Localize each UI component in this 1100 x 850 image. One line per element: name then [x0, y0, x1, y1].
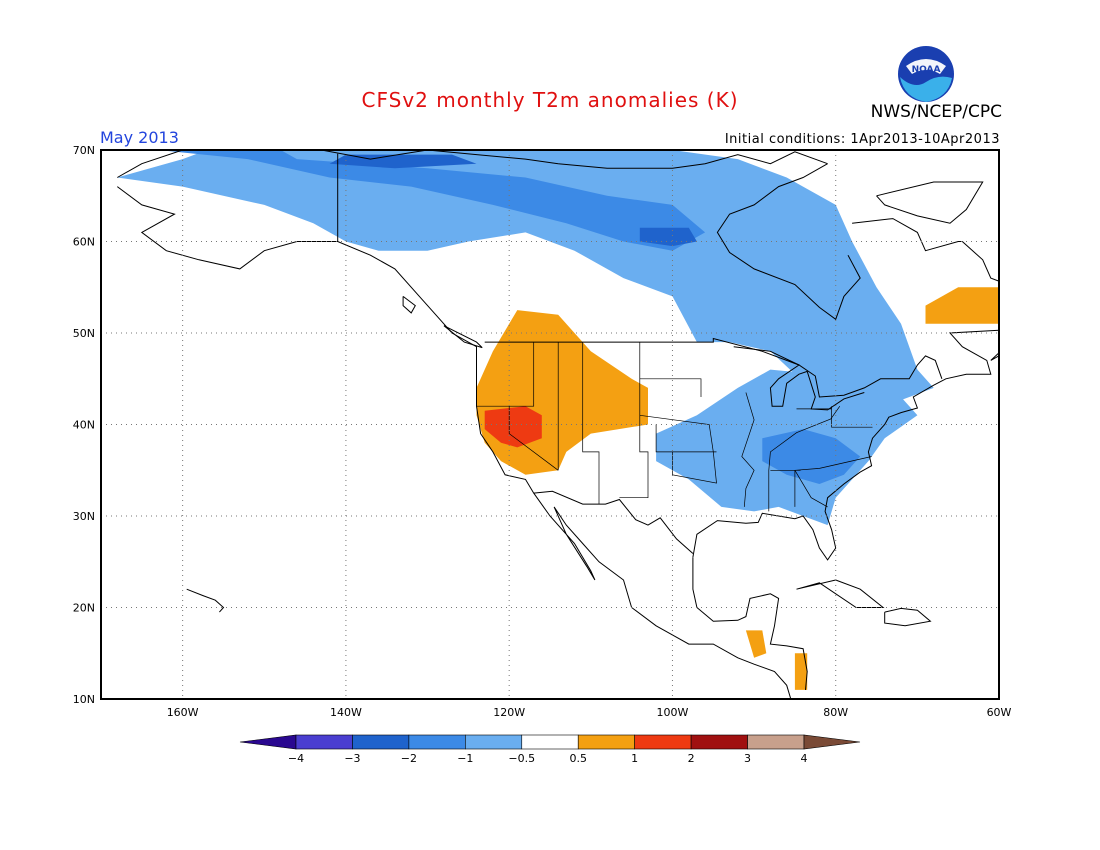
lon-tick-label: 80W	[823, 706, 848, 719]
logo-text: NOAA	[912, 65, 941, 75]
colorbar-label: 1	[631, 752, 638, 765]
colorbar-label: −3	[344, 752, 360, 765]
lat-tick-label: 10N	[73, 693, 95, 706]
map-title: CFSv2 monthly T2m anomalies (K)	[361, 88, 739, 112]
lat-tick-label: 60N	[73, 236, 95, 249]
colorbar-label: −4	[288, 752, 304, 765]
anomaly-region-great-basin-hot	[484, 406, 542, 448]
noaa-logo: NOAA	[898, 46, 954, 102]
colorbar-bin	[239, 734, 297, 750]
axis-ticks: 70N 60N 50N 40N 30N 20N 10N 160W 140W 120W 100W 80W…	[73, 144, 1012, 719]
colorbar-bin	[747, 734, 805, 750]
lat-tick-label: 50N	[73, 327, 95, 340]
colorbar-label: 4	[801, 752, 808, 765]
lon-tick-label: 140W	[330, 706, 362, 719]
lon-tick-label: 160W	[167, 706, 199, 719]
colorbar-label: −1	[457, 752, 473, 765]
lat-tick-label: 70N	[73, 144, 95, 157]
map-frame	[100, 149, 1000, 700]
anomaly-region-hudson-bay-cold-core	[639, 227, 697, 247]
colorbar: −4 −3 −2 −1 −0.5 0.5 1 2 3 4	[239, 734, 861, 765]
lon-tick-label: 100W	[657, 706, 689, 719]
colorbar-label: 2	[688, 752, 695, 765]
colorbar-bin	[295, 734, 353, 750]
colorbar-label: −0.5	[508, 752, 535, 765]
coastline	[117, 150, 999, 699]
colorbar-bin	[634, 734, 692, 750]
lon-tick-label: 60W	[987, 706, 1012, 719]
anomaly-region-nicaragua-warm	[794, 653, 808, 690]
colorbar-bin	[465, 734, 523, 750]
lat-tick-label: 40N	[73, 419, 95, 432]
lat-tick-label: 30N	[73, 510, 95, 523]
colorbar-label: 0.5	[569, 752, 587, 765]
lat-tick-label: 20N	[73, 602, 95, 615]
colorbar-label: 3	[744, 752, 751, 765]
colorbar-bin	[408, 734, 466, 750]
colorbar-bin	[352, 734, 410, 750]
anomaly-region-western-us-warm	[476, 310, 648, 475]
lon-tick-label: 120W	[493, 706, 525, 719]
forecast-period: May 2013	[100, 128, 179, 147]
colorbar-bin	[577, 734, 635, 750]
colorbar-bin	[803, 734, 861, 750]
colorbar-label: −2	[401, 752, 417, 765]
colorbar-bin	[690, 734, 748, 750]
colorbar-bin	[521, 734, 579, 750]
anomaly-region-labrador-warm	[925, 287, 999, 324]
anomaly-region-central-america-warm	[745, 630, 767, 658]
initial-conditions: Initial conditions: 1Apr2013-10Apr2013	[724, 132, 1000, 147]
agency-label: NWS/NCEP/CPC	[870, 102, 1002, 122]
